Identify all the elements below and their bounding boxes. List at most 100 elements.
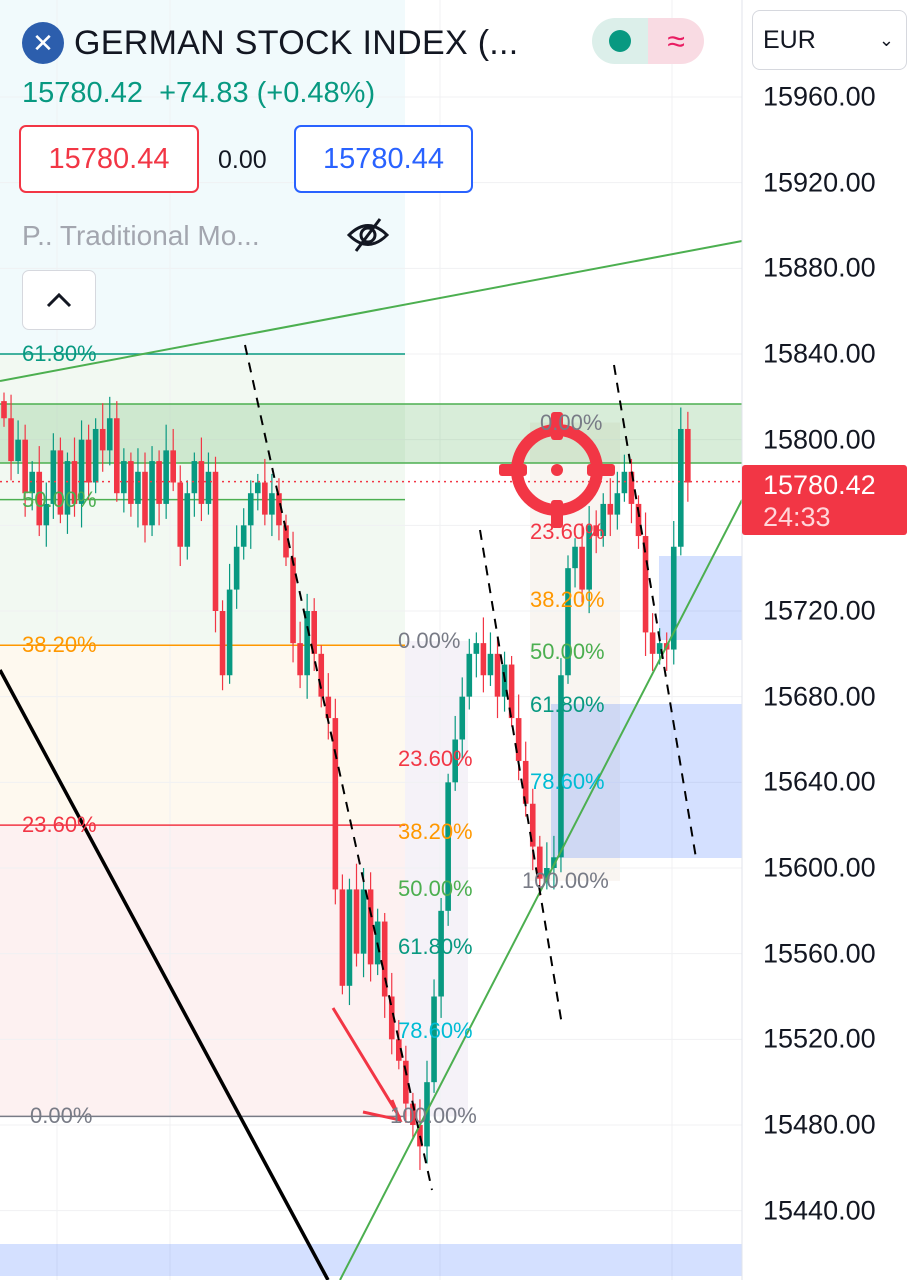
candle-body bbox=[537, 846, 543, 879]
candle-body bbox=[29, 471, 35, 494]
candle-body bbox=[642, 536, 649, 633]
price-tick: 15680.00 bbox=[763, 681, 876, 712]
chevron-up-icon bbox=[46, 292, 72, 308]
fib-label: 61.80% bbox=[398, 934, 473, 960]
fib-label: 100.00% bbox=[522, 867, 609, 893]
candle-body bbox=[121, 461, 127, 494]
fib-label: 23.60% bbox=[530, 518, 605, 544]
fib-label: 50.00% bbox=[398, 876, 473, 902]
bar-countdown: 24:33 bbox=[763, 502, 831, 532]
candle-body bbox=[8, 418, 14, 462]
candle-body bbox=[396, 1039, 402, 1061]
fib-label: 23.60% bbox=[22, 812, 97, 838]
candle-body bbox=[212, 471, 219, 611]
price-tick: 15560.00 bbox=[763, 938, 876, 969]
candle-body bbox=[593, 525, 599, 537]
price-tick: 15720.00 bbox=[763, 595, 876, 626]
price-tick: 15960.00 bbox=[763, 81, 876, 112]
candle-body bbox=[142, 471, 148, 526]
fib-label: 78.60% bbox=[398, 1017, 473, 1043]
candle-body bbox=[670, 546, 677, 650]
chevron-down-icon: ⌄ bbox=[878, 29, 894, 50]
candle-body bbox=[240, 525, 247, 547]
price-tick: 15920.00 bbox=[763, 167, 876, 198]
indicator-legend[interactable]: P.. Traditional Mo... bbox=[22, 220, 260, 251]
candle-body bbox=[36, 471, 43, 526]
candle-body bbox=[318, 653, 325, 697]
fib-band bbox=[530, 422, 620, 881]
candle-body bbox=[262, 482, 268, 515]
candle-body bbox=[339, 889, 346, 986]
fib-label: 50.00% bbox=[22, 486, 97, 512]
trend-line bbox=[0, 240, 743, 382]
candle-body bbox=[304, 611, 310, 676]
price-tick: 15480.00 bbox=[763, 1109, 876, 1140]
candle-body bbox=[346, 889, 353, 986]
last-price: 15780.42 bbox=[763, 470, 876, 500]
currency-select[interactable]: EUR ⌄ bbox=[752, 10, 907, 70]
x-logo-icon: ✕ bbox=[22, 22, 64, 64]
candle-body bbox=[551, 857, 557, 868]
candle-body bbox=[184, 493, 191, 547]
candle-body bbox=[410, 1103, 416, 1125]
price-tick: 15880.00 bbox=[763, 252, 876, 283]
candle-body bbox=[565, 568, 571, 676]
candle-body bbox=[635, 503, 642, 537]
sell-button[interactable]: 15780.44 bbox=[19, 125, 199, 193]
candle-body bbox=[649, 632, 656, 654]
dashed-line bbox=[479, 529, 563, 1026]
candle-body bbox=[572, 546, 578, 569]
candle-body bbox=[522, 760, 529, 804]
candle-body bbox=[621, 471, 628, 494]
candle-body bbox=[191, 461, 198, 494]
collapse-button[interactable] bbox=[22, 270, 96, 330]
arrow-drawing bbox=[331, 1007, 403, 1123]
fib-label: 50.00% bbox=[530, 638, 605, 664]
candle-body bbox=[283, 525, 289, 558]
candle-body bbox=[128, 461, 134, 504]
dashed-line bbox=[244, 344, 433, 1191]
candle-body bbox=[219, 611, 226, 676]
candle-body bbox=[114, 418, 120, 494]
candle-body bbox=[92, 428, 99, 483]
wave-icon: ≈ bbox=[648, 18, 704, 64]
candle-body bbox=[149, 461, 155, 526]
candle-body bbox=[508, 664, 515, 719]
candle-body bbox=[332, 718, 339, 890]
price-tick: 15840.00 bbox=[763, 338, 876, 369]
candle-body bbox=[276, 493, 282, 526]
candle-body bbox=[325, 696, 332, 719]
price-tick: 15440.00 bbox=[763, 1195, 876, 1226]
buy-button[interactable]: 15780.44 bbox=[294, 125, 473, 193]
candle-body bbox=[170, 450, 176, 483]
eye-off-icon[interactable] bbox=[346, 216, 390, 254]
candle-body bbox=[600, 503, 607, 537]
candle-body bbox=[388, 996, 395, 1040]
candle-body bbox=[106, 418, 113, 451]
candle-body bbox=[198, 461, 205, 504]
candle-body bbox=[678, 428, 684, 547]
candle-body bbox=[297, 643, 303, 676]
candle-body bbox=[445, 782, 451, 911]
candle-body bbox=[311, 611, 317, 654]
fib-label: 61.80% bbox=[530, 692, 605, 718]
candle-body bbox=[1, 401, 7, 419]
symbol-title: GERMAN STOCK INDEX (... bbox=[74, 23, 519, 62]
candle-body bbox=[71, 461, 78, 504]
fib-label: 38.20% bbox=[22, 632, 97, 658]
candle-body bbox=[269, 493, 275, 515]
symbol-header[interactable]: ✕ GERMAN STOCK INDEX (... bbox=[22, 22, 519, 64]
candle-body bbox=[367, 889, 374, 965]
candle-body bbox=[494, 653, 501, 697]
fib-label: 0.00% bbox=[540, 409, 603, 435]
market-status-toggle[interactable]: ≈ bbox=[592, 18, 704, 64]
currency-value: EUR bbox=[763, 25, 816, 54]
candle-body bbox=[607, 503, 614, 515]
candle-body bbox=[473, 643, 480, 654]
candle-body bbox=[78, 439, 85, 504]
fib-label: 38.20% bbox=[530, 587, 605, 613]
candle-body bbox=[353, 889, 360, 954]
candle-body bbox=[579, 546, 585, 590]
candle-body bbox=[50, 450, 57, 504]
